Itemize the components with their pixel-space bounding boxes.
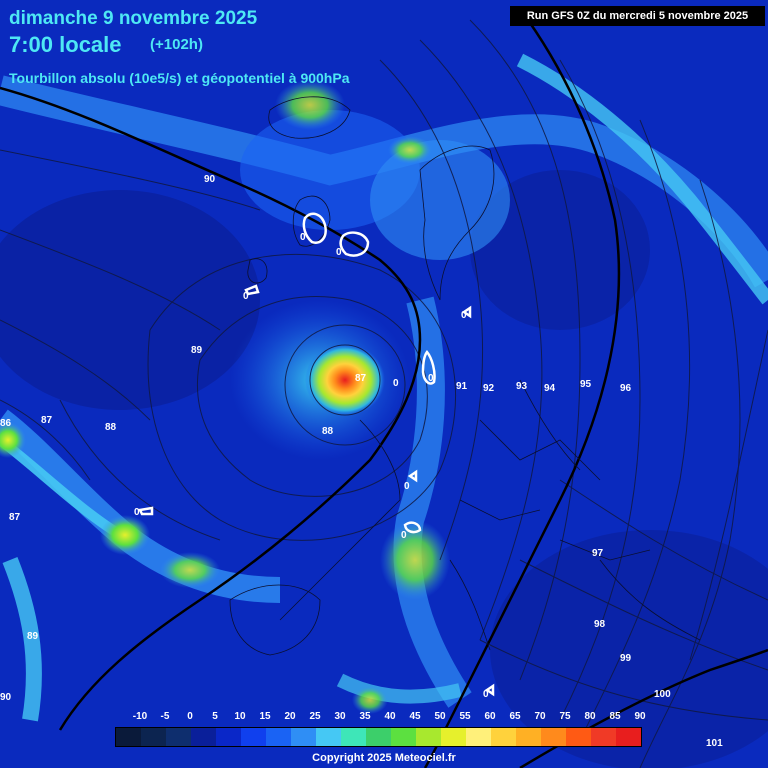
zero-contour-label: 0 [428, 373, 434, 384]
geopotential-label: 88 [322, 426, 334, 437]
geopotential-label: 96 [620, 383, 632, 394]
legend-swatch [541, 728, 566, 746]
geopotential-label: 87 [9, 512, 21, 523]
legend-value: 75 [559, 711, 571, 722]
zero-contour-label: 0 [393, 378, 399, 389]
legend-swatch [616, 728, 641, 746]
legend-value: 5 [212, 711, 218, 722]
legend-value: 50 [434, 711, 446, 722]
legend-value: 25 [309, 711, 321, 722]
geopotential-label: 86 [0, 418, 12, 429]
legend-swatch [266, 728, 291, 746]
zero-contour-label: 0 [401, 530, 407, 541]
legend-swatch [366, 728, 391, 746]
geopotential-label: 98 [594, 619, 606, 630]
legend-swatch [341, 728, 366, 746]
contour-labels: 90 89 88 87 86 87 89 90 88 87 91 92 93 94 95 96 97 98 99 10… [0, 174, 723, 749]
legend-swatch [566, 728, 591, 746]
legend-value: 70 [534, 711, 546, 722]
legend-value: 60 [484, 711, 496, 722]
legend-swatches [115, 727, 642, 747]
zero-contour-label: 0 [404, 481, 410, 492]
geopotential-label: 94 [544, 383, 556, 394]
zero-contour-label: 0 [134, 507, 140, 518]
legend-swatch [466, 728, 491, 746]
lead-time: (+102h) [150, 36, 203, 53]
legend-value: 90 [634, 711, 646, 722]
legend-value: -10 [132, 711, 148, 722]
color-legend: -10 -5 0 5 10 15 20 25 30 35 40 45 50 55 60 65 70 75 80 85 9… [115, 711, 675, 747]
zero-contour-label: 0 [243, 291, 249, 302]
legend-swatch [441, 728, 466, 746]
legend-value: 65 [509, 711, 521, 722]
geopotential-label: 93 [516, 381, 528, 392]
legend-labels: -10 -5 0 5 10 15 20 25 30 35 40 45 50 55 60 65 70 75 80 85 9… [115, 711, 675, 725]
legend-swatch [391, 728, 416, 746]
legend-value: 40 [384, 711, 396, 722]
geopotential-label: 92 [483, 383, 495, 394]
legend-swatch [141, 728, 166, 746]
legend-swatch [166, 728, 191, 746]
legend-swatch [241, 728, 266, 746]
legend-value: 45 [409, 711, 421, 722]
geopotential-label: 97 [592, 548, 604, 559]
geopotential-label: 91 [456, 381, 468, 392]
legend-swatch [291, 728, 316, 746]
legend-swatch [116, 728, 141, 746]
legend-value: 15 [259, 711, 271, 722]
geopotential-label: 90 [0, 692, 12, 703]
geopotential-label: 88 [105, 422, 117, 433]
legend-value: 80 [584, 711, 596, 722]
geopotential-label: 89 [191, 345, 203, 356]
geopotential-label: 101 [706, 738, 723, 749]
legend-swatch [216, 728, 241, 746]
legend-value: 55 [459, 711, 471, 722]
legend-swatch [191, 728, 216, 746]
geopotential-label: 87 [41, 415, 53, 426]
map-description: Tourbillon absolu (10e5/s) et géopotenti… [9, 70, 350, 86]
zero-contour-label: 0 [483, 689, 489, 700]
zero-contour-label: 0 [461, 310, 467, 321]
legend-swatch [316, 728, 341, 746]
geopotential-label: 100 [654, 689, 671, 700]
geopotential-label: 89 [27, 631, 39, 642]
legend-swatch [591, 728, 616, 746]
geopotential-label: 87 [355, 373, 367, 384]
zero-contour-label: 0 [336, 247, 342, 258]
legend-swatch [416, 728, 441, 746]
legend-value: 30 [334, 711, 346, 722]
forecast-date: dimanche 9 novembre 2025 [9, 8, 258, 29]
legend-value: 85 [609, 711, 621, 722]
legend-swatch [516, 728, 541, 746]
legend-value: 10 [234, 711, 246, 722]
geopotential-label: 99 [620, 653, 632, 664]
geopotential-label: 95 [580, 379, 592, 390]
zero-contour-label: 0 [300, 232, 306, 243]
legend-value: 20 [284, 711, 296, 722]
legend-value: -5 [160, 711, 170, 722]
copyright: Copyright 2025 Meteociel.fr [312, 752, 456, 764]
forecast-time: 7:00 locale [9, 32, 122, 57]
geopotential-label: 90 [204, 174, 216, 185]
run-info: Run GFS 0Z du mercredi 5 novembre 2025 [510, 6, 765, 26]
legend-value: 35 [359, 711, 371, 722]
legend-value: 0 [187, 711, 193, 722]
legend-swatch [491, 728, 516, 746]
